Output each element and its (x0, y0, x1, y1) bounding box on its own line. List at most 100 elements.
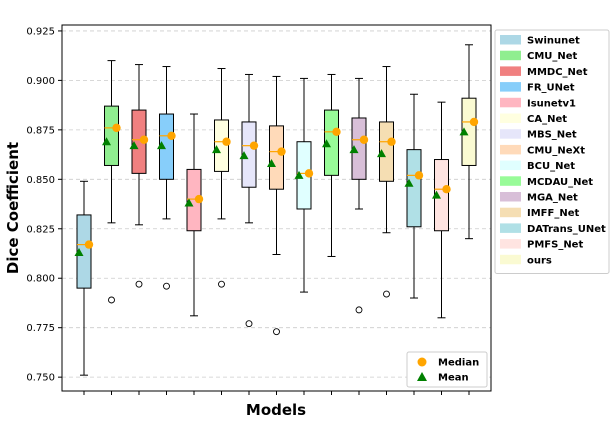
summary-legend-label: Median (438, 358, 479, 369)
iqr-box (214, 119, 229, 172)
box-datrans-unet (404, 93, 424, 299)
legend-item: DATrans_UNet (500, 223, 606, 235)
legend-label: BCU_Net (527, 161, 575, 172)
legend-item: CMU_Net (500, 50, 578, 62)
legend-label: FR_UNet (527, 83, 575, 94)
y-tick-label: 0.875 (26, 125, 55, 136)
mean-marker (129, 141, 139, 150)
box-ours (459, 44, 479, 240)
mean-marker (212, 145, 221, 154)
legend-item: ours (500, 254, 552, 266)
summary-legend-item: Mean (417, 372, 469, 384)
box-ca-net (212, 68, 231, 288)
legend-item: BCU_Net (500, 160, 575, 172)
iqr-box (351, 117, 367, 180)
model-legend: Swinunet CMU_Net MMDC_Net FR_UNet Isunetv1 CA… (494, 29, 610, 274)
box-isunetv1 (184, 113, 204, 317)
legend-swatch (500, 223, 521, 233)
legend-label: Swinunet (527, 36, 580, 47)
legend-item: Isunetv1 (500, 97, 576, 109)
box-mmdc-net (129, 64, 149, 288)
median-marker (359, 135, 369, 144)
mean-marker (239, 151, 249, 160)
legend-label: DATrans_UNet (527, 224, 606, 235)
iqr-box (324, 109, 339, 176)
iqr-box (269, 125, 284, 190)
y-tick-label: 0.925 (26, 26, 55, 37)
median-marker (222, 137, 231, 146)
legend-swatch (500, 113, 521, 123)
summary-legend: Median Mean (406, 351, 488, 388)
legend-label: ours (527, 255, 552, 266)
iqr-box (76, 214, 92, 289)
median-marker (112, 123, 121, 133)
mean-marker (404, 178, 414, 187)
legend-swatch (500, 82, 521, 92)
x-axis-title: Models (246, 401, 306, 419)
mean-marker (184, 198, 194, 207)
box-series (74, 44, 479, 376)
iqr-box (406, 149, 422, 228)
mean-marker (157, 141, 166, 150)
legend-label: IMFF_Net (527, 208, 579, 219)
box-fr-unet (157, 66, 176, 290)
legend-label: MCDAU_Net (527, 177, 593, 188)
outlier-point (108, 296, 115, 304)
median-marker (414, 171, 424, 180)
outlier-point (383, 290, 390, 298)
outlier-point (218, 280, 225, 288)
median-marker (304, 169, 314, 178)
legend-item: MGA_Net (500, 192, 578, 204)
mean-marker (294, 170, 304, 179)
summary-legend-label: Mean (438, 373, 469, 384)
outlier-point (135, 280, 143, 288)
mean-marker (74, 248, 84, 257)
legend-label: CA_Net (527, 114, 567, 125)
legend-item: FR_UNet (500, 82, 575, 94)
legend-label: Isunetv1 (527, 98, 576, 109)
legend-swatch (500, 239, 521, 249)
legend-swatch (500, 207, 521, 218)
outlier-point (355, 306, 363, 314)
median-marker (249, 141, 259, 150)
median-marker (194, 194, 204, 204)
box-pmfs-net (432, 101, 451, 319)
median-legend-marker (417, 357, 427, 367)
legend-item: IMFF_Net (500, 207, 579, 219)
legend-label: MGA_Net (527, 193, 578, 204)
box-imff-net (377, 66, 396, 298)
legend-item: Swinunet (500, 35, 580, 47)
y-tick-label: 0.900 (26, 76, 55, 87)
median-marker (387, 137, 396, 146)
legend-item: MBS_Net (500, 129, 577, 141)
legend-swatch (500, 66, 521, 76)
legend-swatch (500, 144, 521, 155)
legend-item: CA_Net (500, 113, 567, 125)
legend-item: PMFS_Net (500, 239, 583, 251)
legend-swatch (500, 176, 521, 186)
median-marker (167, 131, 176, 140)
legend-label: MMDC_Net (527, 67, 588, 78)
y-tick-label: 0.850 (26, 175, 55, 186)
outlier-point (273, 328, 280, 336)
legend-frame (494, 29, 610, 274)
outlier-point (245, 320, 253, 328)
legend-swatch (500, 97, 521, 108)
mean-marker (267, 158, 276, 167)
mean-marker (459, 127, 469, 136)
y-tick-label: 0.825 (26, 224, 55, 235)
median-marker (469, 117, 479, 127)
legend-swatch (500, 160, 521, 171)
legend-label: PMFS_Net (527, 240, 583, 251)
y-tick-label: 0.750 (26, 373, 55, 384)
box-mcdau-net (322, 73, 341, 257)
legend-swatch (500, 192, 521, 202)
median-marker (84, 240, 94, 249)
legend-item: CMU_NeXt (500, 144, 585, 156)
box-cmu-next (267, 75, 286, 336)
legend-swatch (500, 50, 521, 61)
median-marker (139, 135, 149, 144)
iqr-box (241, 121, 257, 188)
summary-legend-frame (406, 351, 488, 388)
mean-marker (349, 145, 359, 154)
